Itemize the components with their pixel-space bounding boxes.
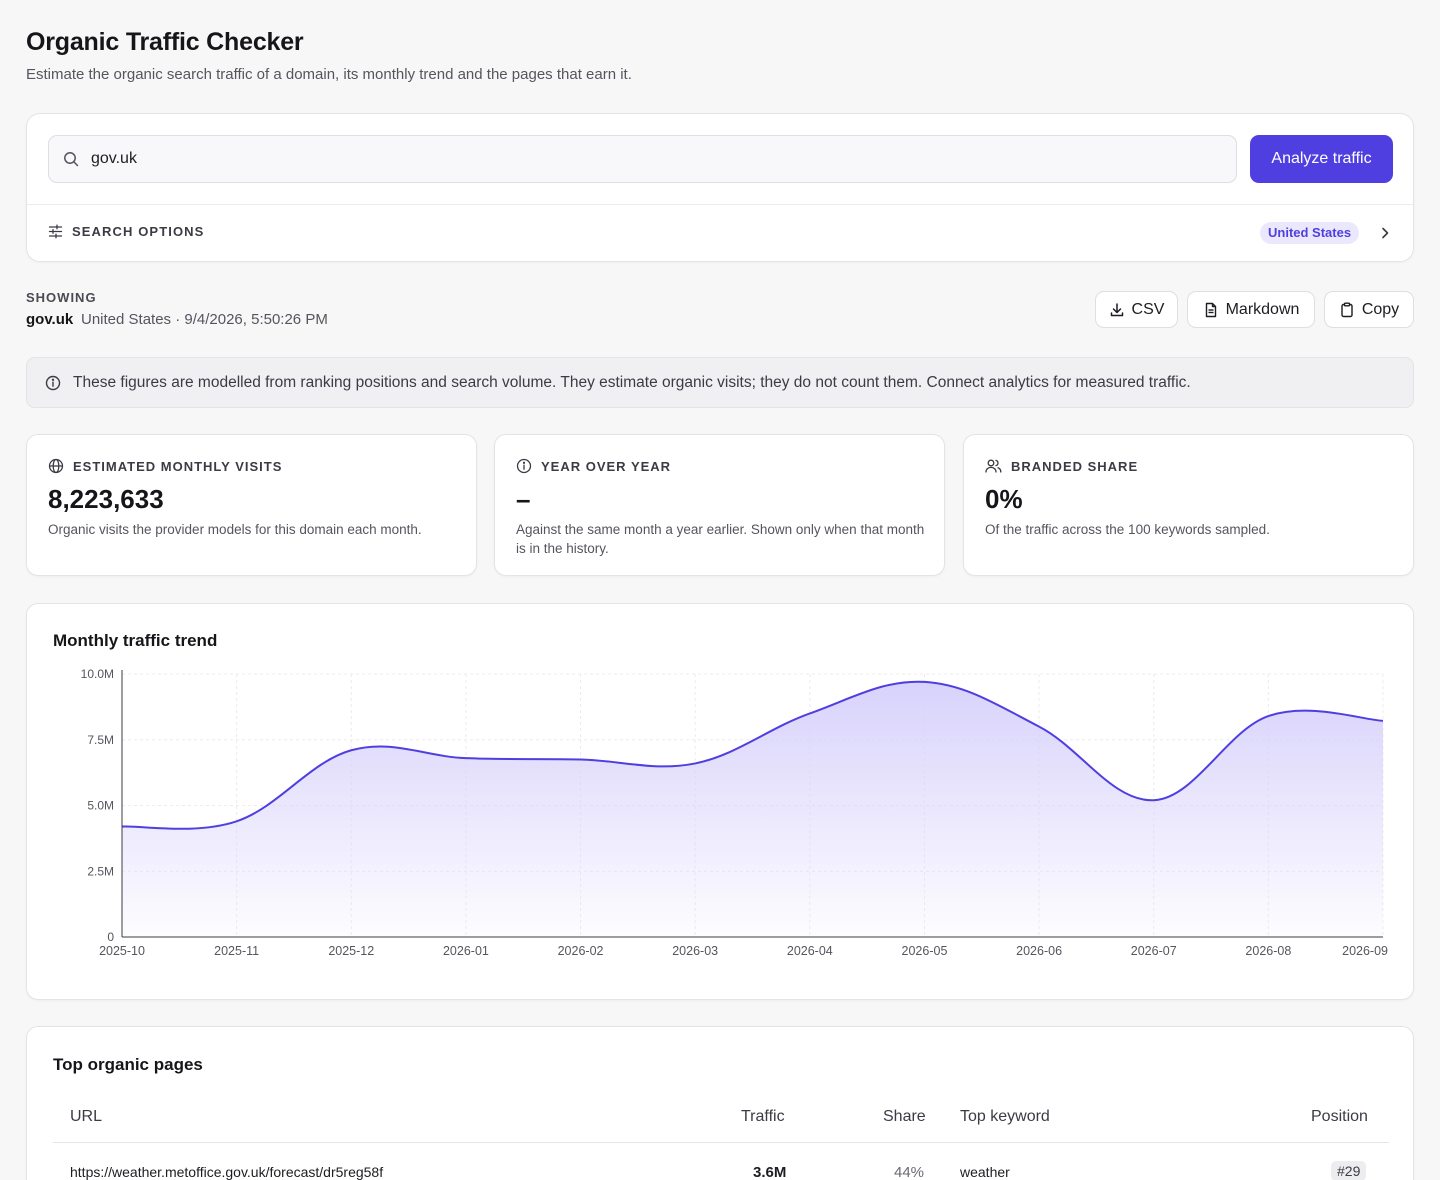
column-header-traffic[interactable]: Traffic <box>741 1108 785 1125</box>
stat-value: 8,223,633 <box>48 484 164 514</box>
stat-value: 0% <box>985 484 1023 514</box>
stat-card-branded-share: BRANDED SHARE 0% Of the traffic across t… <box>963 434 1414 576</box>
search-options-toggle[interactable]: SEARCH OPTIONS <box>48 224 204 239</box>
stat-card-monthly-visits: ESTIMATED MONTHLY VISITS 8,223,633 Organ… <box>26 434 477 576</box>
analyze-traffic-button[interactable]: Analyze traffic <box>1250 135 1393 183</box>
traffic-trend-chart: 0 2.5M 5.0M 7.5M 10.0M 2025-10 2025-11 2025-12 2… <box>81 667 1388 958</box>
divider <box>53 1142 1389 1143</box>
notice-text: These figures are modelled from ranking … <box>73 373 1191 391</box>
export-markdown-button[interactable]: Markdown <box>1187 291 1315 328</box>
users-icon <box>985 459 1002 473</box>
info-icon <box>516 458 532 474</box>
search-card: Analyze traffic SEARCH OPTIONS United St… <box>26 113 1414 262</box>
page-share: 44% <box>894 1164 925 1180</box>
export-csv-button[interactable]: CSV <box>1095 291 1178 328</box>
x-tick-label: 2026-03 <box>672 944 718 958</box>
document-icon <box>1205 302 1216 317</box>
divider <box>27 204 1413 205</box>
position-badge: #29 <box>1331 1161 1367 1180</box>
trend-area <box>122 681 1383 937</box>
sliders-icon <box>48 224 63 239</box>
x-tick-label: 2026-01 <box>443 944 489 958</box>
y-tick-label: 0 <box>107 930 114 944</box>
search-options-label: SEARCH OPTIONS <box>72 224 205 239</box>
markdown-label: Markdown <box>1225 300 1300 318</box>
y-tick-label: 5.0M <box>87 799 114 813</box>
chart-title: Monthly traffic trend <box>53 631 218 650</box>
data-point[interactable] <box>1381 719 1385 723</box>
y-tick-label: 7.5M <box>87 733 114 747</box>
search-field[interactable] <box>48 135 1237 183</box>
x-tick-label: 2026-07 <box>1131 944 1177 958</box>
data-point[interactable] <box>693 761 697 765</box>
x-tick-label: 2026-09 <box>1342 944 1388 958</box>
stat-label: ESTIMATED MONTHLY VISITS <box>73 458 283 474</box>
copy-label: Copy <box>1361 300 1400 318</box>
copy-button[interactable]: Copy <box>1324 291 1414 328</box>
x-tick-label: 2026-02 <box>558 944 604 958</box>
data-point[interactable] <box>579 757 583 761</box>
x-tick-label: 2025-11 <box>214 944 259 958</box>
chevron-right-icon[interactable] <box>1377 225 1393 241</box>
data-point[interactable] <box>1266 714 1270 718</box>
stat-header: ESTIMATED MONTHLY VISITS <box>48 458 282 474</box>
stat-label: BRANDED SHARE <box>1011 458 1139 474</box>
stat-value: – <box>516 484 531 514</box>
stat-description: Of the traffic across the 100 keywords s… <box>985 522 1270 537</box>
data-point[interactable] <box>808 711 812 715</box>
x-tick-label: 2025-10 <box>99 944 145 958</box>
column-header-url[interactable]: URL <box>70 1108 103 1125</box>
y-tick-label: 10.0M <box>81 667 114 681</box>
stat-description: Against the same month a year earlier. S… <box>516 522 925 556</box>
x-tick-label: 2026-05 <box>902 944 948 958</box>
column-header-share[interactable]: Share <box>883 1108 926 1125</box>
stat-card-year-over-year: YEAR OVER YEAR – Against the same month … <box>494 434 945 576</box>
showing-label: SHOWING <box>26 290 97 305</box>
search-input[interactable] <box>91 150 1191 168</box>
data-point[interactable] <box>1152 798 1156 802</box>
showing-domain: gov.uk <box>26 311 74 328</box>
info-icon <box>45 375 61 390</box>
page-subtitle: Estimate the organic search traffic of a… <box>26 66 632 83</box>
top-pages-card: Top organic pages URL Traffic Share Top … <box>26 1026 1414 1180</box>
table-title: Top organic pages <box>53 1055 203 1074</box>
page-url-link[interactable]: https://weather.metoffice.gov.uk/forecas… <box>70 1164 384 1180</box>
page-traffic: 3.6M <box>753 1164 787 1180</box>
data-point[interactable] <box>120 825 124 829</box>
stat-label: YEAR OVER YEAR <box>541 458 672 474</box>
stat-header: YEAR OVER YEAR <box>516 458 671 474</box>
stat-header: BRANDED SHARE <box>985 458 1138 474</box>
download-icon <box>1110 302 1123 316</box>
stat-description: Organic visits the provider models for t… <box>48 522 422 537</box>
data-point[interactable] <box>464 756 468 760</box>
column-header-position[interactable]: Position <box>1311 1108 1368 1125</box>
csv-label: CSV <box>1131 300 1165 318</box>
data-point[interactable] <box>1037 725 1041 729</box>
column-header-keyword[interactable]: Top keyword <box>960 1108 1050 1125</box>
globe-icon <box>48 458 64 474</box>
clipboard-icon <box>1341 302 1353 317</box>
estimate-notice: These figures are modelled from ranking … <box>26 357 1414 408</box>
x-tick-label: 2026-06 <box>1016 944 1062 958</box>
data-point[interactable] <box>349 748 353 752</box>
search-icon <box>64 152 79 167</box>
x-tick-label: 2026-08 <box>1245 944 1291 958</box>
x-tick-label: 2025-12 <box>328 944 374 958</box>
data-point[interactable] <box>235 819 239 823</box>
region-badge: United States <box>1260 222 1360 244</box>
data-point[interactable] <box>922 680 926 684</box>
page-top-keyword: weather <box>960 1164 1010 1180</box>
traffic-trend-card: Monthly traffic trend 0 2.5M 5.0M 7.5M 10.0M… <box>26 603 1414 1000</box>
trend-line <box>121 680 1384 830</box>
showing-meta: United States · 9/4/2026, 5:50:26 PM <box>81 311 328 328</box>
x-tick-label: 2026-04 <box>787 944 833 958</box>
y-tick-label: 2.5M <box>87 864 114 878</box>
page-title: Organic Traffic Checker <box>26 28 304 56</box>
